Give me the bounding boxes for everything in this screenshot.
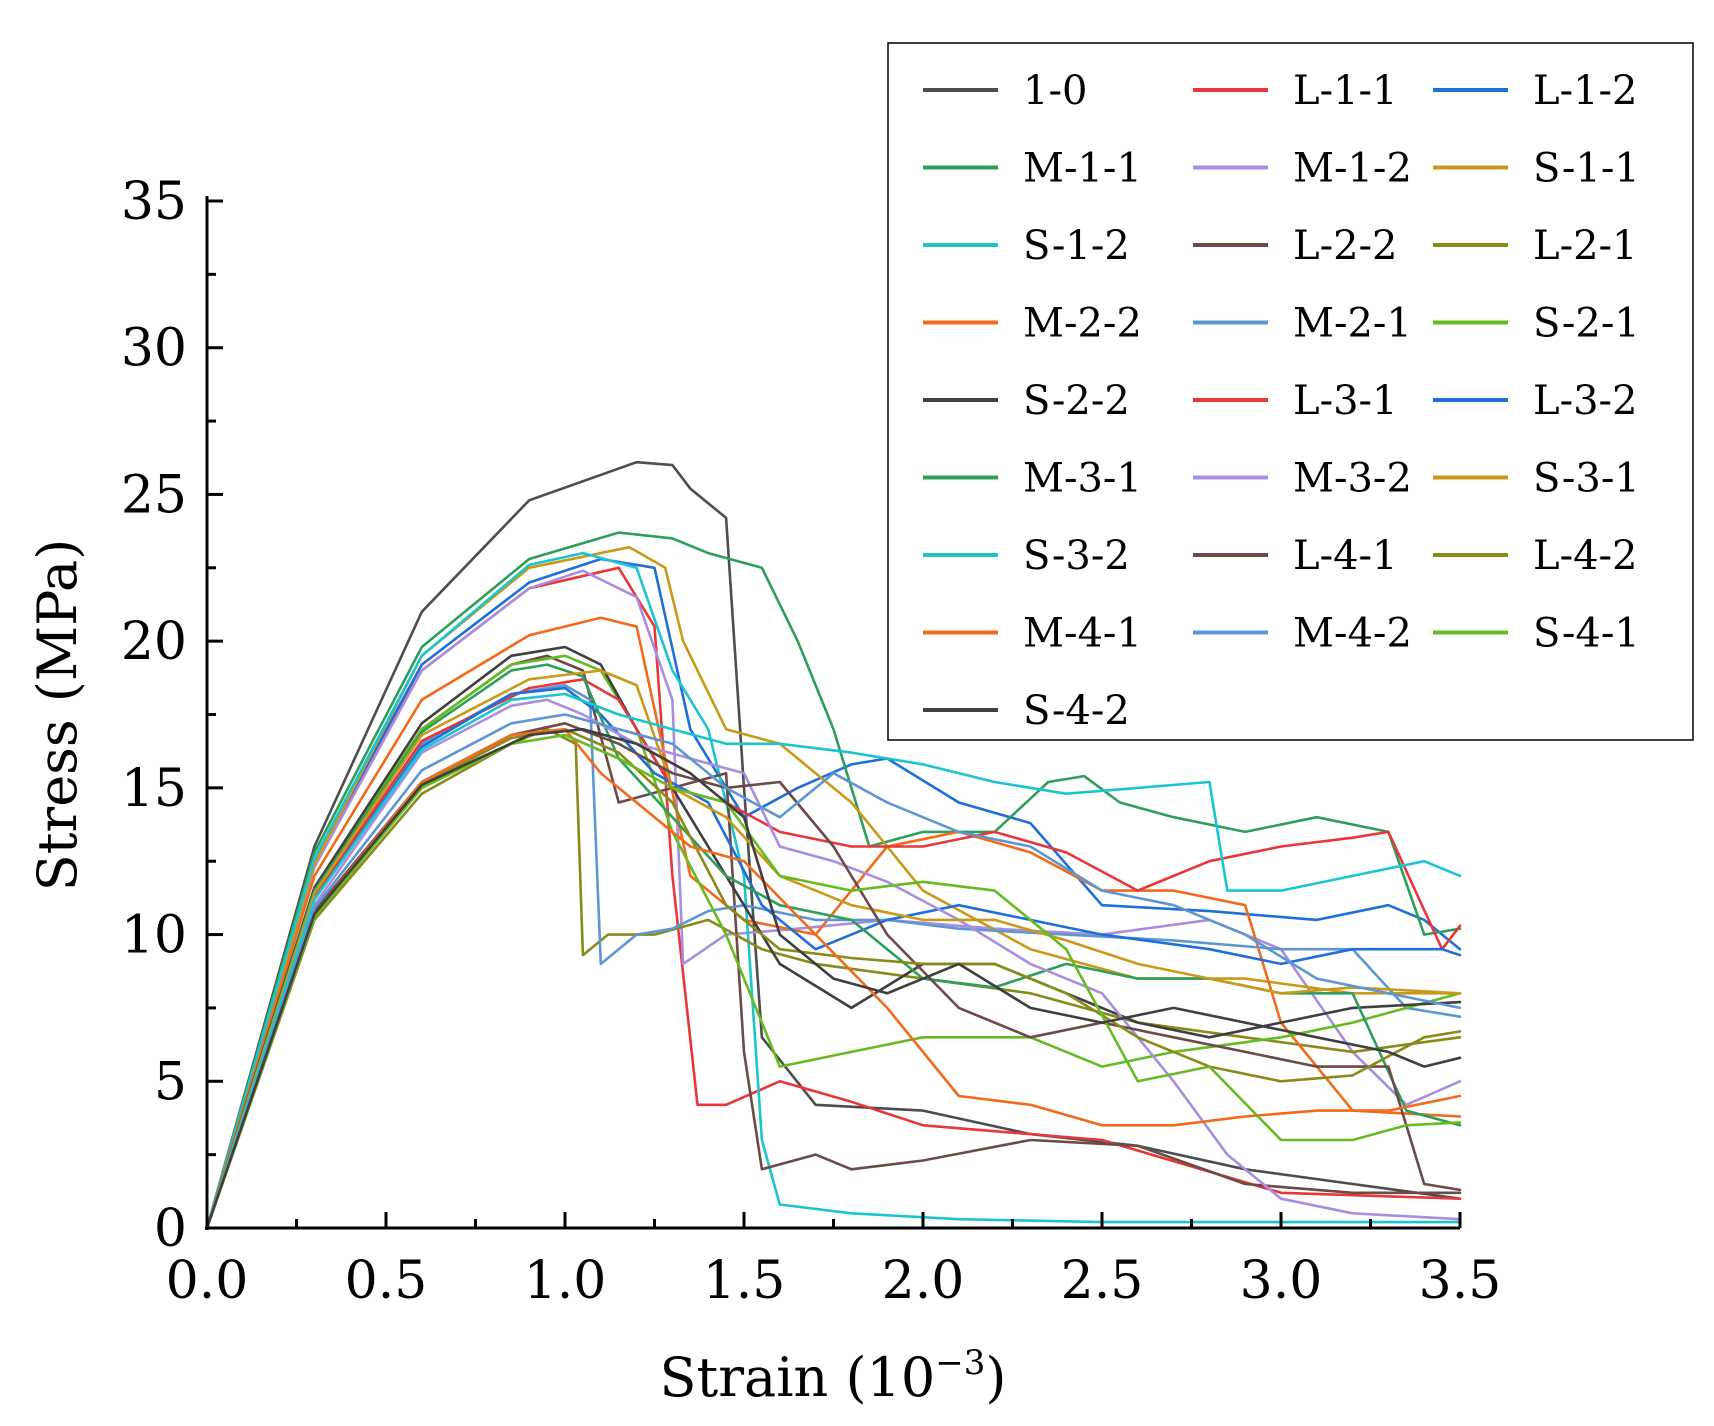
- legend-label-M-1-2: M-1-2: [1293, 146, 1412, 192]
- legend-label-L-1-2: L-1-2: [1533, 68, 1638, 114]
- legend-label-M-2-2: M-2-2: [1023, 301, 1142, 347]
- legend-label-M-1-1: M-1-1: [1023, 146, 1142, 192]
- series-line-L-3-1: [205, 678, 1462, 1230]
- legend-label-S-2-2: S-2-2: [1023, 378, 1130, 424]
- axes: [205, 196, 1462, 1230]
- x-tick-label: 1.0: [524, 1251, 607, 1311]
- legend-label-L-4-2: L-4-2: [1533, 533, 1638, 579]
- x-tick-label: 2.5: [1061, 1251, 1144, 1311]
- series-line-S-2-1: [205, 654, 1462, 1230]
- legend-label-L-2-2: L-2-2: [1293, 223, 1398, 269]
- series-line-1-0: [205, 460, 1462, 1230]
- x-tick-label: 3.5: [1419, 1251, 1502, 1311]
- x-axis-title: Strain (10−3): [660, 1343, 1007, 1409]
- legend-label-M-3-2: M-3-2: [1293, 456, 1412, 502]
- legend-label-S-2-1: S-2-1: [1533, 301, 1640, 347]
- series-line-S-3-1: [205, 669, 1462, 1230]
- x-tick-label: 2.0: [882, 1251, 965, 1311]
- series-line-S-3-2: [205, 692, 1462, 1230]
- legend-label-S-3-1: S-3-1: [1533, 456, 1640, 502]
- x-tick-label: 0.0: [166, 1251, 249, 1311]
- x-tick-label: 1.5: [703, 1251, 786, 1311]
- legend-label-S-1-1: S-1-1: [1533, 146, 1640, 192]
- series-line-L-1-2: [205, 557, 1462, 1230]
- series-line-L-3-2: [205, 686, 1462, 1230]
- y-tick-label: 20: [121, 612, 187, 672]
- series-line-L-4-1: [205, 722, 1462, 1230]
- legend-label-S-4-2: S-4-2: [1023, 688, 1130, 734]
- series-line-M-4-1: [205, 727, 1462, 1230]
- series-line-S-4-2: [205, 727, 1462, 1230]
- series-line-M-4-2: [205, 713, 1462, 1230]
- legend-label-M-4-1: M-4-1: [1023, 611, 1142, 657]
- series-line-M-3-2: [205, 698, 1462, 1230]
- legend-label-L-3-1: L-3-1: [1293, 378, 1398, 424]
- series-line-L-4-2: [205, 727, 1462, 1230]
- y-tick-label: 30: [121, 319, 187, 379]
- legend-label-S-3-2: S-3-2: [1023, 533, 1130, 579]
- legend-label-M-2-1: M-2-1: [1293, 301, 1412, 347]
- x-tick-label: 0.5: [345, 1251, 428, 1311]
- y-tick-label: 0: [154, 1199, 187, 1259]
- legend-label-L-4-1: L-4-1: [1293, 533, 1398, 579]
- legend-label-L-3-2: L-3-2: [1533, 378, 1638, 424]
- legend-box: [887, 42, 1694, 741]
- y-tick-label: 25: [121, 465, 187, 525]
- y-tick-label: 5: [154, 1052, 187, 1112]
- y-tick-label: 10: [121, 906, 187, 966]
- series-line-M-1-2: [205, 569, 1462, 1230]
- series-line-M-1-1: [205, 531, 1462, 1230]
- y-tick-label: 35: [121, 172, 187, 232]
- legend-label-1-0: 1-0: [1023, 68, 1087, 114]
- y-axis-title: Stress (MPa): [26, 539, 89, 892]
- series-layer: [205, 460, 1462, 1230]
- legend-label-L-2-1: L-2-1: [1533, 223, 1638, 269]
- x-tick-label: 3.0: [1240, 1251, 1323, 1311]
- legend-label-L-1-1: L-1-1: [1293, 68, 1398, 114]
- legend-label-S-4-1: S-4-1: [1533, 611, 1640, 657]
- tick-labels: 0.0 0.5 1.0 1.5 2.0 2.5 3.0 3.5 0 5 10 15 20 25 30 35: [121, 172, 1502, 1311]
- series-line-S-2-2: [205, 645, 1462, 1230]
- legend-label-S-1-2: S-1-2: [1023, 223, 1130, 269]
- legend-label-M-3-1: M-3-1: [1023, 456, 1142, 502]
- legend-label-M-4-2: M-4-2: [1293, 611, 1412, 657]
- legend: 1-0 L-1-1 L-1-2 M-1-1 M-1-2 S-1-1 S-1-2 L-2-2 L-…: [887, 42, 1694, 741]
- y-tick-label: 15: [121, 759, 187, 819]
